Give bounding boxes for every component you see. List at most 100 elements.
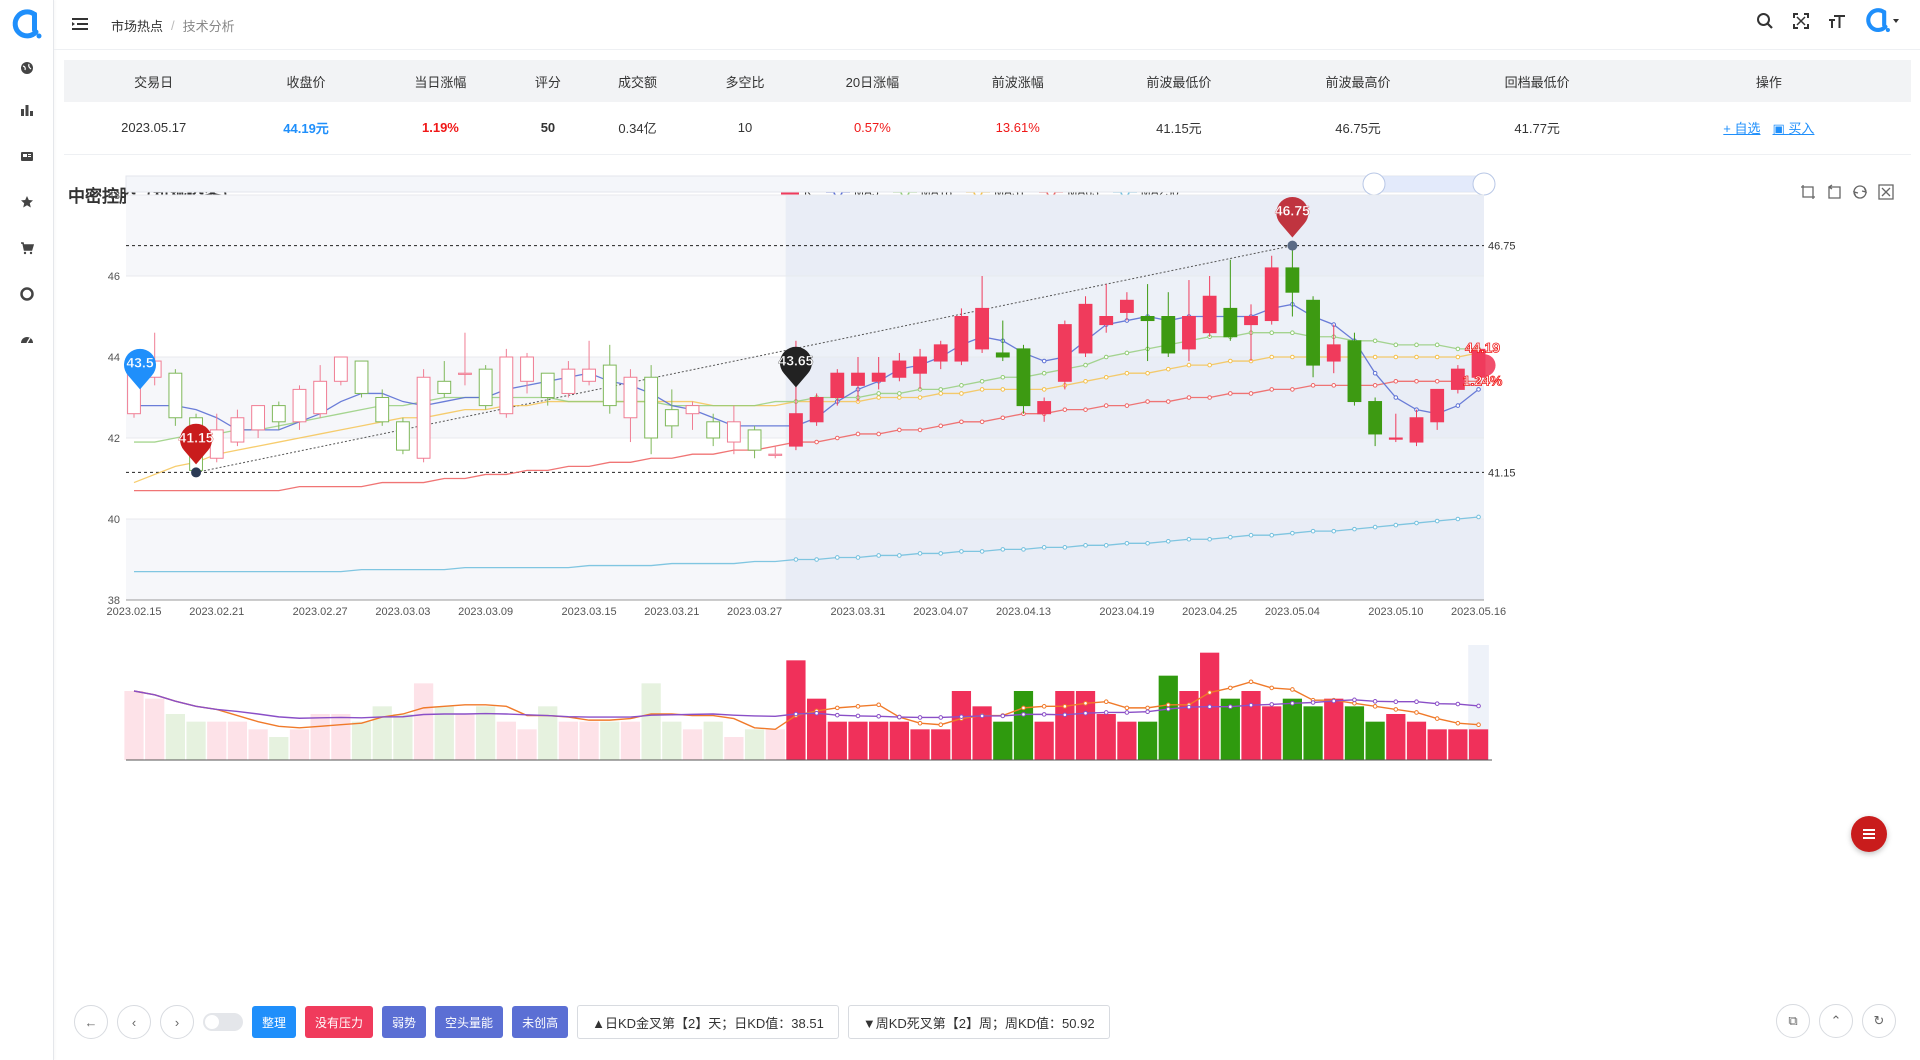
cell-operations: + 自选 ▣ 买入 [1626,102,1911,155]
menu-toggle-icon[interactable] [70,14,90,34]
volume-ma-point [1414,699,1419,705]
volume-ma-point [1186,704,1192,710]
star-icon[interactable] [17,192,37,212]
table-row: 2023.05.17 44.19元 1.19% 50 0.34亿 10 0.57… [64,102,1911,155]
status-tag[interactable]: 未创高 [512,1006,569,1038]
floating-menu-button[interactable] [1851,816,1887,852]
candle-body [1057,324,1072,382]
zoom-reset-icon[interactable] [1826,184,1842,200]
volume-bar [1117,721,1137,760]
volume-bar [331,714,351,760]
scroll-top-button[interactable]: ⌃ [1819,1004,1853,1038]
candle-body [1430,388,1445,423]
bottom-toolbar: ← ‹ › 整理 没有压力 弱势 空头量能 未创高 ▲日KD金叉第【2】天；日KD值：3… [74,1004,1110,1040]
column-header: 前波涨幅 [946,60,1090,102]
y-tick-label: 44 [108,352,120,364]
ma63-point [876,431,881,437]
candle-body [809,397,824,423]
volume-ma-point [1062,704,1068,709]
search-icon[interactable] [1754,10,1776,32]
candle-body [726,421,741,443]
bottom-right-buttons: ⧉ ⌃ ↻ [1776,1004,1896,1038]
last-change-label: 1.24% [1463,372,1503,388]
volume-bar [972,706,992,760]
dashboard-icon[interactable] [17,330,37,350]
prev-button[interactable]: ‹ [117,1005,151,1039]
logo-icon[interactable] [10,8,44,42]
lifebuoy-icon[interactable] [17,284,37,304]
candle-body [685,405,700,415]
ma250-point [1476,514,1481,520]
volume-ma-point [1269,702,1274,707]
restore-icon[interactable] [1852,184,1868,200]
marker-pin [124,348,156,390]
x-tick-label: 2023.05.04 [1265,606,1320,618]
marker-label: 43.5 [126,354,153,370]
reference-line-label: 46.75 [1488,241,1516,253]
status-tags: 整理 没有压力 弱势 空头量能 未创高 [252,1006,569,1038]
font-size-icon[interactable] [1826,10,1848,32]
add-watchlist-link[interactable]: + 自选 [1723,121,1761,137]
volume-bar [1427,729,1447,760]
status-tag[interactable]: 没有压力 [305,1006,374,1038]
volume-bar [413,683,434,760]
cart-icon[interactable] [17,238,37,258]
globe-icon[interactable] [17,58,37,78]
ma250-point [1434,518,1440,524]
candle-body [168,372,183,419]
next-button[interactable]: › [160,1005,194,1039]
x-tick-label: 2023.03.27 [727,606,782,618]
ma250-point [876,553,881,558]
candle-body [271,405,286,423]
volume-bar [1179,691,1199,760]
back-first-button[interactable]: ← [74,1005,108,1039]
candle-body [747,429,762,451]
newspaper-icon[interactable] [17,146,37,166]
volume-ma-point [793,711,799,717]
copy-button[interactable]: ⧉ [1776,1004,1810,1038]
arrow-left-icon: ← [84,1014,98,1030]
save-image-icon[interactable] [1878,184,1894,200]
ma250-point [1145,541,1150,546]
cell-pullback-low: 41.77元 [1447,102,1627,155]
buy-link[interactable]: ▣ 买入 [1773,121,1815,136]
bar-chart-icon[interactable] [17,100,37,120]
volume-bar [1075,691,1096,760]
mode-toggle[interactable] [203,1013,243,1031]
ma250-point [1186,536,1192,542]
ma63-point [835,435,840,441]
volume-ma-point [1041,712,1047,717]
volume-ma-point [938,722,944,728]
volume-ma-point [1372,699,1378,704]
fullscreen-icon[interactable] [1790,10,1812,32]
volume-bar [393,714,413,760]
volume-bar [1220,698,1240,760]
cell-change: 1.19% [368,102,513,155]
chevron-right-icon: › [174,1014,180,1030]
breadcrumb-root[interactable]: 市场热点 [111,19,164,34]
cell-turnover: 0.34亿 [583,102,692,155]
copy-icon: ⧉ [1788,1013,1798,1028]
zoom-select-icon[interactable] [1800,184,1816,200]
ma250-point [1310,528,1316,534]
volume-ma-point [1165,702,1171,708]
user-avatar[interactable] [1862,8,1902,33]
ma18-point [1000,374,1006,380]
volume-bar [1324,698,1344,760]
marker-label: 43.65 [778,352,813,368]
ma63-point [1290,387,1295,392]
candle-body [395,421,410,451]
y-tick-label: 48 [108,190,120,202]
x-tick-label: 2023.04.19 [1099,606,1154,618]
status-tag[interactable]: 空头量能 [435,1006,504,1038]
ma31-point [1393,354,1399,360]
status-tag[interactable]: 弱势 [382,1006,427,1038]
ma63-point [1062,407,1068,412]
ma250-point [814,557,819,562]
volume-ma-point [1103,710,1109,715]
refresh-button[interactable]: ↻ [1862,1004,1896,1038]
status-tag[interactable]: 整理 [252,1006,297,1038]
ma250-point [835,555,840,560]
ma63-point [1393,379,1399,384]
